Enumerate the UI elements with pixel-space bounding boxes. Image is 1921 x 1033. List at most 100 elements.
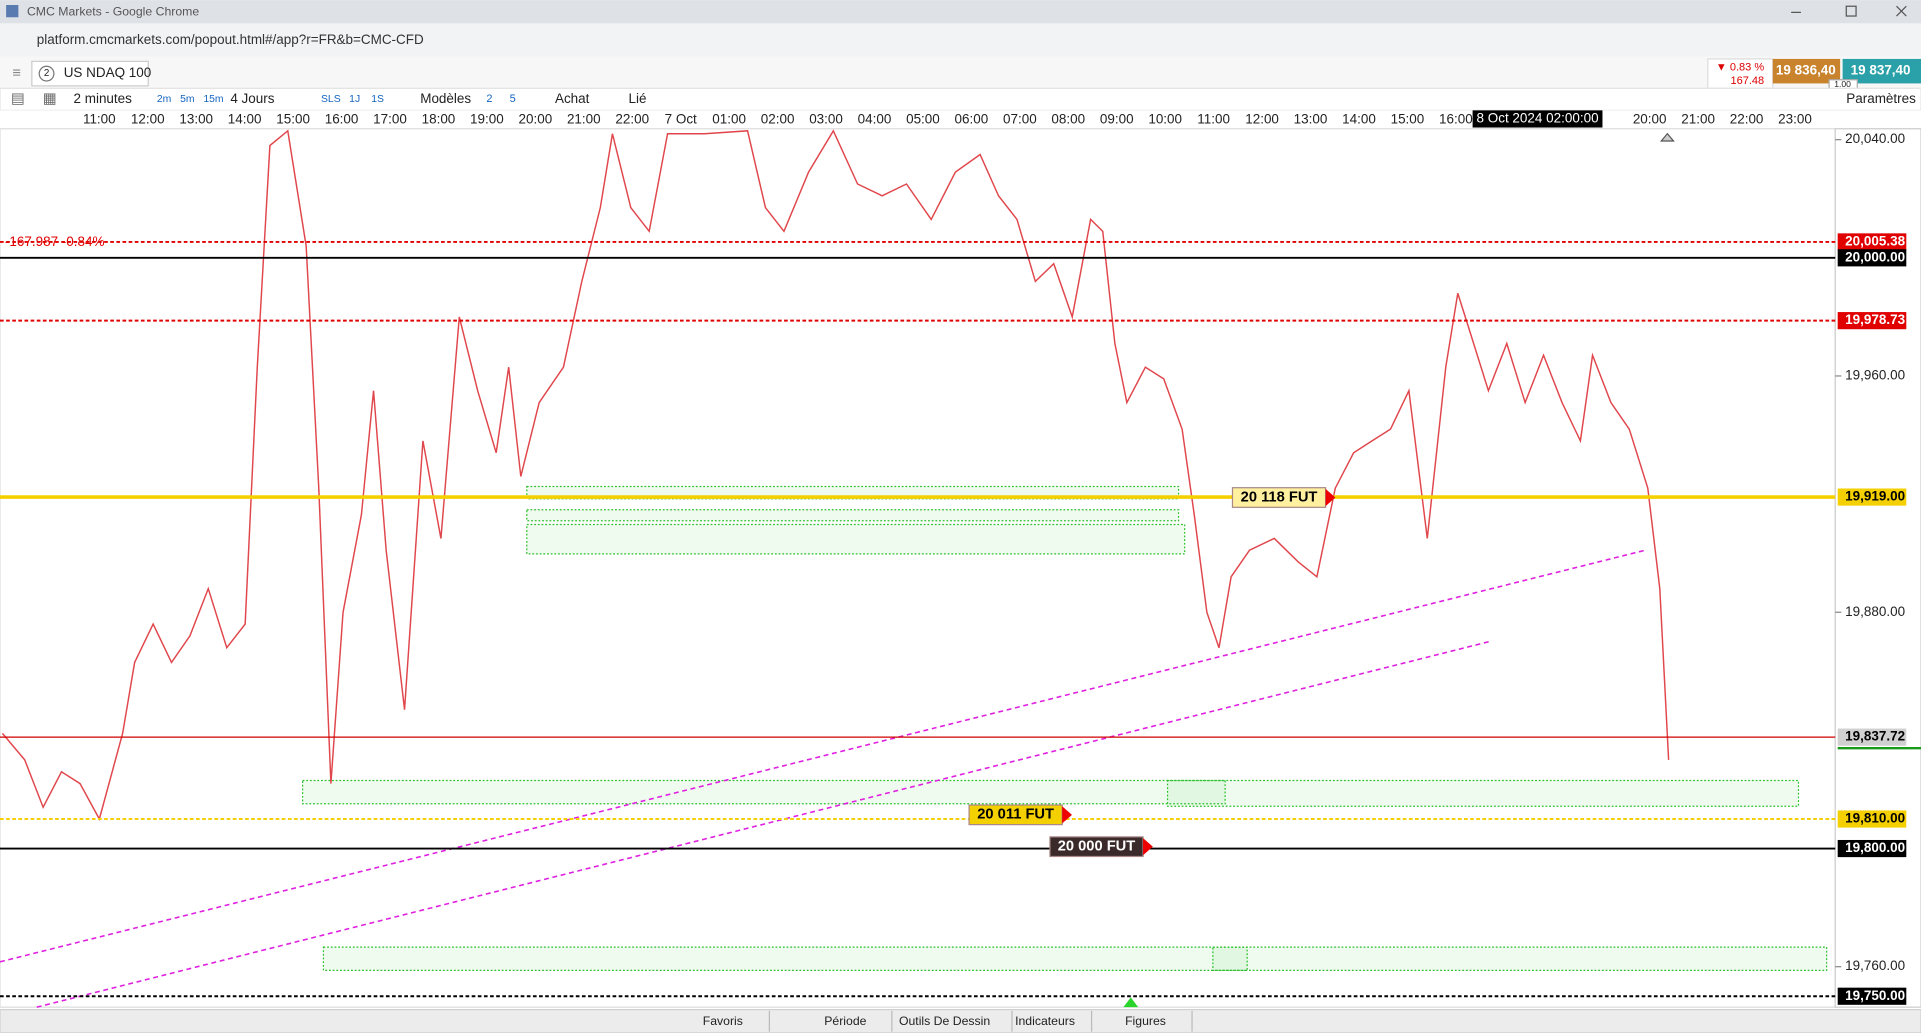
future-marker-tip bbox=[1325, 488, 1336, 507]
x-tick-label: 04:00 bbox=[858, 112, 892, 127]
period-button[interactable]: 2m bbox=[157, 94, 171, 105]
y-tick-label: 20,040.00 bbox=[1845, 131, 1905, 146]
x-tick-label: 20:00 bbox=[1633, 112, 1667, 127]
level-label-bg bbox=[1837, 488, 1907, 506]
x-tick-label: 05:00 bbox=[906, 112, 940, 127]
x-tick-label: 7 Oct bbox=[665, 112, 697, 127]
level-label-bg bbox=[1837, 233, 1907, 251]
url[interactable]: platform.cmcmarkets.com/popout.html#/app… bbox=[37, 32, 424, 47]
x-tick-label: 15:00 bbox=[276, 112, 310, 127]
y-tick-label: 19,880.00 bbox=[1845, 604, 1905, 619]
sell-price: 19 836,40 bbox=[1776, 63, 1836, 78]
zones bbox=[301, 485, 1828, 972]
address-bar bbox=[0, 23, 1921, 57]
tab-badge bbox=[38, 65, 55, 82]
title-bar bbox=[0, 0, 1921, 24]
level-label: 20,000.00 bbox=[1845, 249, 1905, 264]
price-line bbox=[1, 129, 1670, 821]
buy-toggle[interactable]: Achat bbox=[555, 91, 590, 106]
level-label: 19,750.00 bbox=[1845, 988, 1905, 1003]
x-tick-label: 11:00 bbox=[1197, 112, 1230, 127]
bottom-tab[interactable]: Indicateurs bbox=[1015, 1014, 1075, 1028]
menu-icon[interactable]: ≡ bbox=[12, 66, 21, 82]
level-label: 19,800.00 bbox=[1845, 840, 1905, 855]
mode-button[interactable]: 1S bbox=[371, 94, 384, 105]
level-label: 19,978.73 bbox=[1845, 312, 1905, 327]
future-marker: 20 011 FUT bbox=[977, 807, 1054, 823]
price-axis bbox=[1834, 128, 1921, 1008]
x-tick-label: 10:00 bbox=[1148, 112, 1182, 127]
change-label: -167.987 -0.84% bbox=[5, 234, 105, 249]
x-tick-label: 17:00 bbox=[373, 112, 407, 127]
bottom-tab[interactable]: Période bbox=[824, 1014, 866, 1028]
future-marker-tip bbox=[1062, 806, 1072, 824]
x-tick-label: 14:00 bbox=[1342, 112, 1376, 127]
window-controls[interactable] bbox=[1791, 5, 1907, 17]
level-label-bg bbox=[1837, 312, 1907, 330]
future-marker: 20 000 FUT bbox=[1058, 839, 1136, 855]
crosshair-marker bbox=[1659, 132, 1675, 142]
x-tick-label: 23:00 bbox=[1778, 112, 1812, 127]
level-label-bg bbox=[1837, 839, 1907, 858]
x-tick-label: 12:00 bbox=[131, 112, 165, 127]
period-button[interactable]: 5m bbox=[180, 94, 194, 105]
x-tick-label: 19:00 bbox=[470, 112, 504, 127]
mode-button[interactable]: SLS bbox=[321, 94, 341, 105]
x-tick-label: 09:00 bbox=[1100, 112, 1134, 127]
level-label-bg bbox=[1837, 987, 1907, 1005]
level-label: 20,005.38 bbox=[1845, 233, 1905, 248]
x-tick-label: 22:00 bbox=[1730, 112, 1764, 127]
x-tick-label: 21:00 bbox=[567, 112, 601, 127]
spread: 1.00 bbox=[1834, 79, 1851, 89]
toolbar bbox=[0, 87, 1921, 111]
time-axis bbox=[0, 110, 1921, 129]
x-tick-label: 16:00 bbox=[325, 112, 359, 127]
x-tick-label: 20:00 bbox=[519, 112, 553, 127]
plot-area bbox=[0, 128, 1836, 1008]
templates[interactable]: Modèles bbox=[420, 91, 471, 106]
future-marker-tip bbox=[1143, 838, 1153, 856]
x-tick-label: 06:00 bbox=[955, 112, 989, 127]
level-label: 19,837.72 bbox=[1845, 729, 1905, 744]
level-label-bg bbox=[1837, 728, 1907, 746]
x-tick-label: 21:00 bbox=[1681, 112, 1715, 127]
future-marker-bg bbox=[1049, 836, 1144, 858]
window-title: CMC Markets - Google Chrome bbox=[27, 5, 199, 19]
tab-name: US NDAQ 100 bbox=[64, 65, 152, 80]
settings[interactable]: Paramètres bbox=[1846, 91, 1916, 106]
x-tick-label: 15:00 bbox=[1391, 112, 1425, 127]
mode-button[interactable]: 1J bbox=[349, 94, 360, 105]
x-tick-label: 16:00 bbox=[1439, 112, 1473, 127]
x-tick-label: 07:00 bbox=[1003, 112, 1037, 127]
instrument-tab[interactable] bbox=[31, 60, 149, 87]
period-button[interactable]: 15m bbox=[203, 94, 223, 105]
change-value: 167.48 bbox=[1730, 75, 1764, 87]
future-marker-bg bbox=[968, 804, 1063, 826]
level-label-bg bbox=[1837, 249, 1907, 267]
x-tick-label: 13:00 bbox=[1294, 112, 1328, 127]
bottom-tab[interactable]: Favoris bbox=[703, 1014, 743, 1028]
crosshair-label-bg bbox=[1472, 110, 1603, 128]
bottom-tab[interactable]: Figures bbox=[1125, 1014, 1166, 1028]
x-tick-label: 03:00 bbox=[809, 112, 843, 127]
x-tick-label: 13:00 bbox=[179, 112, 213, 127]
layout-button[interactable]: 5 bbox=[510, 93, 516, 105]
layout-icon[interactable]: ▤ bbox=[11, 91, 25, 107]
x-tick-label: 14:00 bbox=[228, 112, 262, 127]
range[interactable]: 4 Jours bbox=[230, 91, 274, 106]
y-tick-label: 19,760.00 bbox=[1845, 958, 1905, 973]
link-toggle[interactable]: Lié bbox=[628, 91, 646, 106]
y-tick-label: 19,960.00 bbox=[1845, 368, 1905, 383]
future-marker: 20 118 FUT bbox=[1241, 489, 1318, 505]
tab-number: 2 bbox=[44, 68, 49, 79]
tab-row bbox=[0, 56, 1921, 89]
interval[interactable]: 2 minutes bbox=[74, 91, 133, 106]
x-tick-label: 18:00 bbox=[422, 112, 456, 127]
bottom-tab[interactable]: Outils De Dessin bbox=[899, 1014, 990, 1028]
buy-price: 19 837,40 bbox=[1851, 63, 1911, 78]
grid-icon[interactable]: ▦ bbox=[43, 91, 57, 107]
layout-button[interactable]: 2 bbox=[486, 93, 492, 105]
crosshair-label: 8 Oct 2024 02:00:00 bbox=[1477, 111, 1599, 126]
